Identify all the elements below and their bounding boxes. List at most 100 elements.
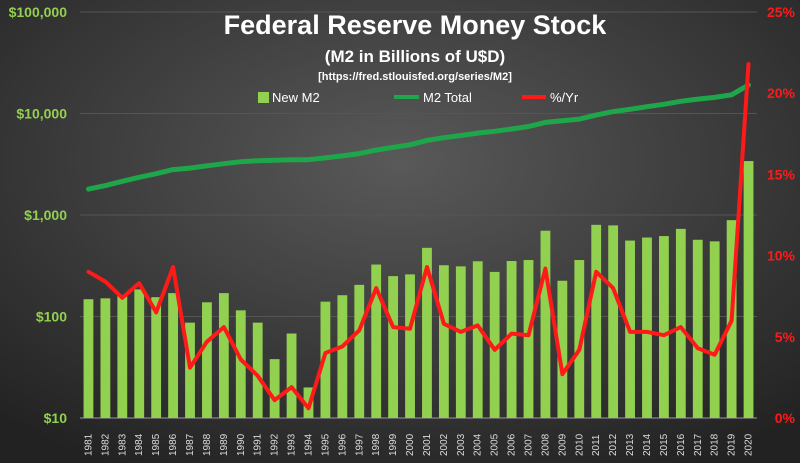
bar-new-m2 <box>506 261 517 418</box>
x-axis-tick-label: 1982 <box>100 433 111 456</box>
bar-new-m2 <box>591 224 602 418</box>
bar-new-m2 <box>185 322 195 418</box>
bar-new-m2 <box>659 236 669 418</box>
left-axis-tick-label: $100 <box>36 309 67 325</box>
bar-new-m2 <box>574 260 585 418</box>
line-series <box>86 62 751 411</box>
bar-new-m2 <box>354 284 365 418</box>
x-axis-tick-label: 1989 <box>219 433 230 456</box>
bar-new-m2 <box>337 295 348 418</box>
bar-new-m2 <box>286 333 297 418</box>
x-axis-tick-label: 2003 <box>456 433 467 456</box>
bar-new-m2 <box>320 301 331 418</box>
x-axis-tick-label: 1981 <box>83 433 94 456</box>
x-axis-tick-label: 1999 <box>388 433 399 456</box>
chart-source: [https://fred.stlouisfed.org/series/M2] <box>318 71 512 83</box>
bar-new-m2 <box>117 295 128 418</box>
legend-label-pct-yr: %/Yr <box>550 90 579 105</box>
x-axis-tick-label: 2015 <box>659 433 670 456</box>
bar-new-m2 <box>743 161 754 419</box>
x-axis-tick-label: 2011 <box>591 434 602 456</box>
x-axis-tick-label: 1997 <box>354 433 365 456</box>
bar-new-m2 <box>388 276 399 418</box>
x-axis-tick-label: 2001 <box>422 433 433 456</box>
bar-new-m2 <box>422 247 432 418</box>
x-axis-tick-label: 1996 <box>337 433 348 456</box>
legend-label-m2-total: M2 Total <box>423 90 472 105</box>
right-axis-tick-label: 15% <box>767 166 796 182</box>
x-axis-tick-label: 2008 <box>540 433 551 456</box>
x-axis-tick-label: 2004 <box>473 433 484 456</box>
right-axis-tick-label: 0% <box>775 410 796 426</box>
bar-new-m2 <box>489 271 500 418</box>
x-axis-tick-label: 2013 <box>625 433 636 456</box>
x-axis-tick-label: 1994 <box>303 433 314 456</box>
bar-new-m2 <box>642 237 652 418</box>
x-axis-tick-label: 1992 <box>270 433 281 456</box>
x-axis-tick-label: 2005 <box>490 433 501 456</box>
x-axis-tick-label: 2018 <box>710 433 721 456</box>
line-pct-yr <box>86 62 751 411</box>
x-axis-tick-label: 1998 <box>371 433 382 456</box>
bar-new-m2 <box>100 298 111 418</box>
bar-new-m2 <box>540 230 551 418</box>
x-axis-tick-label: 2002 <box>439 433 450 456</box>
left-axis-tick-label: $10,000 <box>16 106 67 122</box>
x-axis-tick-label: 2017 <box>693 433 704 456</box>
x-axis-tick-label: 2016 <box>676 433 687 456</box>
right-axis-tick-label: 20% <box>767 85 796 101</box>
bar-new-m2 <box>83 299 94 418</box>
legend-swatch-new-m2 <box>258 92 269 103</box>
legend: New M2 M2 Total %/Yr <box>258 90 579 105</box>
x-axis-tick-label: 1990 <box>236 433 247 456</box>
bar-new-m2 <box>218 293 229 418</box>
x-axis-tick-label: 2006 <box>507 433 518 456</box>
bar-new-m2 <box>151 297 162 418</box>
left-axis-tick-label: $100,000 <box>9 4 68 20</box>
bar-new-m2 <box>455 266 466 418</box>
left-axis-tick-label: $1,000 <box>24 207 67 223</box>
bar-new-m2 <box>608 225 619 418</box>
bar-new-m2 <box>692 239 703 418</box>
bar-new-m2 <box>252 322 263 418</box>
x-axis-tick-label: 2009 <box>557 433 568 456</box>
axis-ticks: $10 $100 $1,000 $10,000 $100,000 0% 5% 10% 15% 20… <box>9 4 796 456</box>
x-axis-tick-label: 1984 <box>134 433 145 456</box>
chart-title: Federal Reserve Money Stock <box>224 10 608 40</box>
x-axis-tick-label: 1987 <box>185 433 196 456</box>
bar-new-m2 <box>134 289 145 418</box>
bar-new-m2 <box>675 228 686 418</box>
x-axis-tick-label: 1983 <box>117 433 128 456</box>
bar-new-m2 <box>168 293 178 418</box>
bar-new-m2 <box>405 274 415 418</box>
x-axis-tick-label: 2010 <box>574 433 585 456</box>
x-axis-tick-label: 2000 <box>405 433 416 456</box>
x-axis-tick-label: 1986 <box>168 433 179 456</box>
left-axis-tick-label: $10 <box>44 410 68 426</box>
x-axis-tick-label: 1995 <box>320 433 331 456</box>
bar-new-m2 <box>557 280 568 418</box>
legend-label-new-m2: New M2 <box>272 90 320 105</box>
bar-new-m2 <box>438 265 449 418</box>
x-axis-tick-label: 1985 <box>151 433 162 456</box>
bar-new-m2 <box>472 261 483 418</box>
bar-new-m2 <box>371 264 382 418</box>
x-axis-tick-label: 2014 <box>642 433 653 456</box>
x-axis-tick-label: 1988 <box>202 433 213 456</box>
x-axis-tick-label: 2019 <box>727 433 738 456</box>
x-axis-tick-label: 1991 <box>253 433 264 456</box>
bar-new-m2 <box>523 260 534 418</box>
right-axis-tick-label: 25% <box>767 4 796 20</box>
x-axis-tick-label: 2020 <box>744 433 755 456</box>
bar-new-m2 <box>709 241 720 418</box>
bar-new-m2 <box>235 310 246 418</box>
right-axis-tick-label: 5% <box>775 329 796 345</box>
bar-new-m2 <box>202 302 212 418</box>
x-axis-tick-label: 1993 <box>287 433 298 456</box>
right-axis-tick-label: 10% <box>767 248 796 264</box>
x-axis-tick-label: 2007 <box>524 433 535 456</box>
x-axis-tick-label: 2012 <box>608 433 619 456</box>
line-m2-total <box>86 82 751 192</box>
chart-subtitle: (M2 in Billions of U$D) <box>325 47 505 66</box>
